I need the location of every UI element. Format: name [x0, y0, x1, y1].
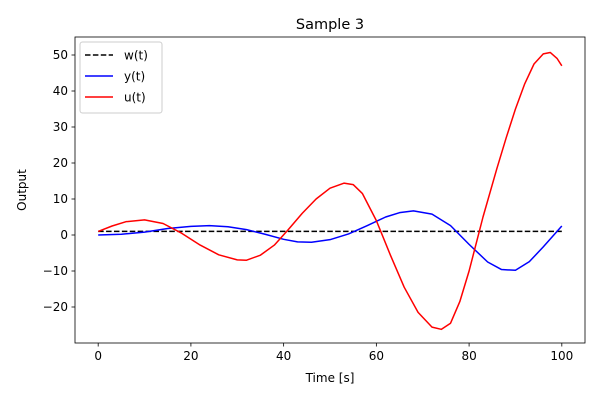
- chart-title: Sample 3: [296, 17, 364, 33]
- y-tick-label: 40: [53, 84, 68, 98]
- x-tick-label: 60: [369, 349, 384, 363]
- series-line-1: [98, 210, 563, 272]
- series-line-2: [97, 51, 563, 331]
- axes: 0 20 40 60 80 100 −20 −10 0 10 20 30 40 50: [43, 36, 586, 363]
- legend: w(t) y(t) u(t): [79, 41, 163, 114]
- x-axis-label: Time [s]: [305, 371, 355, 385]
- x-tick-label: 0: [94, 349, 102, 363]
- legend-label-2: u(t): [124, 90, 146, 104]
- legend-label-1: y(t): [124, 69, 145, 83]
- y-tick-label: −10: [43, 264, 68, 278]
- x-tick-label: 20: [183, 349, 198, 363]
- y-tick-label: 0: [60, 228, 68, 242]
- legend-box: [79, 41, 163, 114]
- y-tick-label: 50: [53, 48, 68, 62]
- legend-label-0: w(t): [124, 48, 148, 62]
- y-tick-label: 30: [53, 120, 68, 134]
- x-tick-label: 40: [276, 349, 291, 363]
- x-tick-label: 100: [550, 349, 573, 363]
- y-tick-label: 10: [53, 192, 68, 206]
- y-tick-label: −20: [43, 300, 68, 314]
- y-tick-label: 20: [53, 156, 68, 170]
- x-tick-label: 80: [461, 349, 476, 363]
- axes-frame: [74, 36, 586, 344]
- plot-lines: [97, 51, 563, 331]
- y-axis-label: Output: [15, 169, 29, 211]
